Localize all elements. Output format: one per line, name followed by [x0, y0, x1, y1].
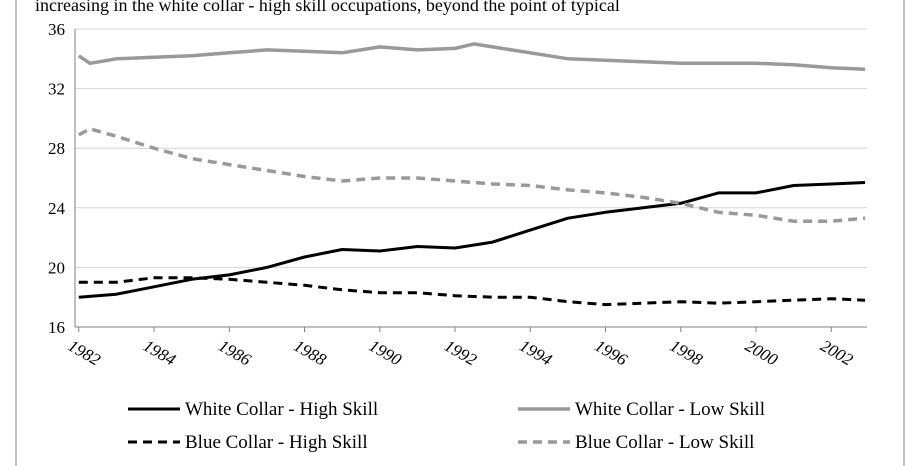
x-tick-label-1994: 1994 — [516, 336, 555, 370]
cropped-caption: increasing in the white collar - high sk… — [35, 0, 620, 15]
legend-label-2: White Collar - Low Skill — [575, 399, 765, 420]
series-line-4 — [77, 127, 866, 223]
y-tick-label-36: 36 — [48, 20, 65, 39]
y-tick-label-20: 20 — [48, 258, 65, 277]
x-tick-label-1996: 1996 — [592, 336, 631, 370]
x-tick-label-1990: 1990 — [366, 336, 405, 370]
legend-label-3: Blue Collar - High Skill — [185, 432, 368, 453]
x-tick-label-1992: 1992 — [441, 336, 480, 370]
series-layer — [77, 42, 866, 307]
y-tick-label-28: 28 — [48, 139, 65, 158]
series-line-2 — [77, 42, 866, 71]
x-tick-label-2000: 2000 — [742, 336, 781, 370]
axis-layer: 16 20 24 28 32 36 1982 1984 1986 1988 1990 1992 1994… — [15, 0, 905, 466]
x-tick-label-1988: 1988 — [291, 336, 330, 370]
x-tick-label-1982: 1982 — [65, 336, 104, 370]
x-tick-label-1998: 1998 — [667, 336, 706, 370]
series-line-1 — [78, 181, 866, 299]
y-tick-label-16: 16 — [48, 318, 65, 337]
y-tick-label-32: 32 — [48, 80, 65, 99]
legend-label-4: Blue Collar - Low Skill — [575, 432, 754, 453]
x-tick-label-1984: 1984 — [140, 336, 179, 370]
y-tick-label-24: 24 — [48, 199, 66, 218]
grid-layer — [75, 28, 867, 268]
legend-label-1: White Collar - High Skill — [185, 399, 378, 420]
x-tick-label-1986: 1986 — [215, 336, 254, 370]
x-tick-label-2002: 2002 — [817, 336, 856, 370]
legend: White Collar - High Skill White Collar - … — [128, 399, 765, 453]
series-line-3 — [78, 276, 866, 307]
